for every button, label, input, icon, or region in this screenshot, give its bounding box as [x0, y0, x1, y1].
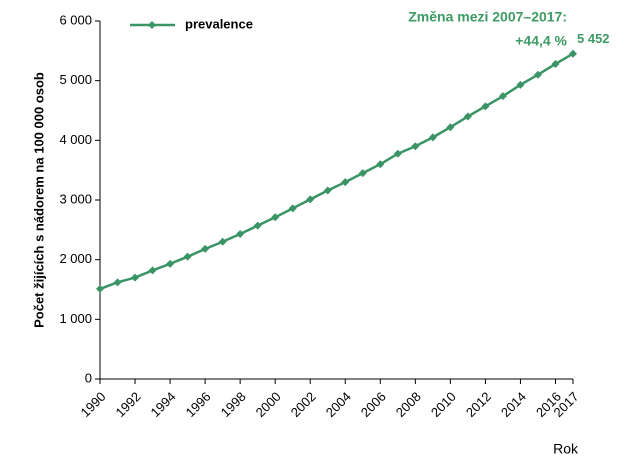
y-tick-label: 3 000: [59, 191, 92, 206]
x-tick-label: 2008: [393, 389, 424, 420]
legend-marker: [148, 21, 156, 29]
marker: [481, 102, 490, 111]
y-tick-label: 2 000: [59, 251, 92, 266]
marker: [148, 266, 157, 275]
x-tick-label: 1990: [77, 389, 108, 420]
marker: [358, 169, 367, 178]
annotation: Změna mezi 2007–2017:: [408, 9, 567, 25]
marker: [306, 195, 315, 204]
y-tick-label: 4 000: [59, 132, 92, 147]
marker: [218, 237, 227, 246]
y-tick-label: 1 000: [59, 311, 92, 326]
x-tick-label: 2012: [463, 389, 494, 420]
marker: [183, 252, 192, 261]
x-tick-label: 2006: [358, 389, 389, 420]
x-tick-label: 1994: [148, 389, 179, 420]
marker: [569, 49, 577, 58]
y-tick-label: 5 000: [59, 72, 92, 87]
marker: [463, 112, 472, 121]
marker: [253, 221, 262, 230]
marker: [323, 186, 332, 195]
x-axis-label: Rok: [553, 441, 579, 457]
marker: [533, 70, 542, 79]
marker: [393, 149, 402, 158]
line: [99, 52, 574, 291]
marker: [271, 213, 280, 222]
x-tick-label: 1998: [218, 389, 249, 420]
marker: [516, 80, 525, 89]
x-tick-label: 2014: [498, 389, 529, 420]
x-tick-label: 2002: [288, 389, 319, 420]
marker: [113, 278, 122, 287]
marker: [376, 160, 385, 169]
x-tick-label: 2004: [323, 389, 354, 420]
y-axis-label: Počet žijících s nádorem na 100 000 osob: [31, 72, 46, 328]
legend-label: prevalence: [185, 16, 253, 31]
marker: [428, 133, 437, 142]
marker: [96, 284, 104, 293]
marker: [498, 92, 507, 101]
marker: [131, 273, 140, 282]
marker: [446, 123, 455, 132]
y-tick-label: 6 000: [59, 12, 92, 27]
x-tick-label: 2010: [428, 389, 459, 420]
marker: [411, 142, 420, 151]
marker: [551, 59, 560, 68]
annotation: +44,4 %: [515, 33, 567, 49]
marker: [341, 178, 350, 187]
marker: [236, 230, 245, 239]
x-tick-label: 1996: [183, 389, 214, 420]
x-tick-label: 2000: [253, 389, 284, 420]
marker: [166, 259, 175, 268]
marker: [288, 204, 297, 213]
marker: [201, 244, 210, 253]
data-label: 5 452: [577, 31, 610, 46]
x-tick-label: 1992: [113, 389, 144, 420]
y-tick-label: 0: [85, 370, 92, 385]
